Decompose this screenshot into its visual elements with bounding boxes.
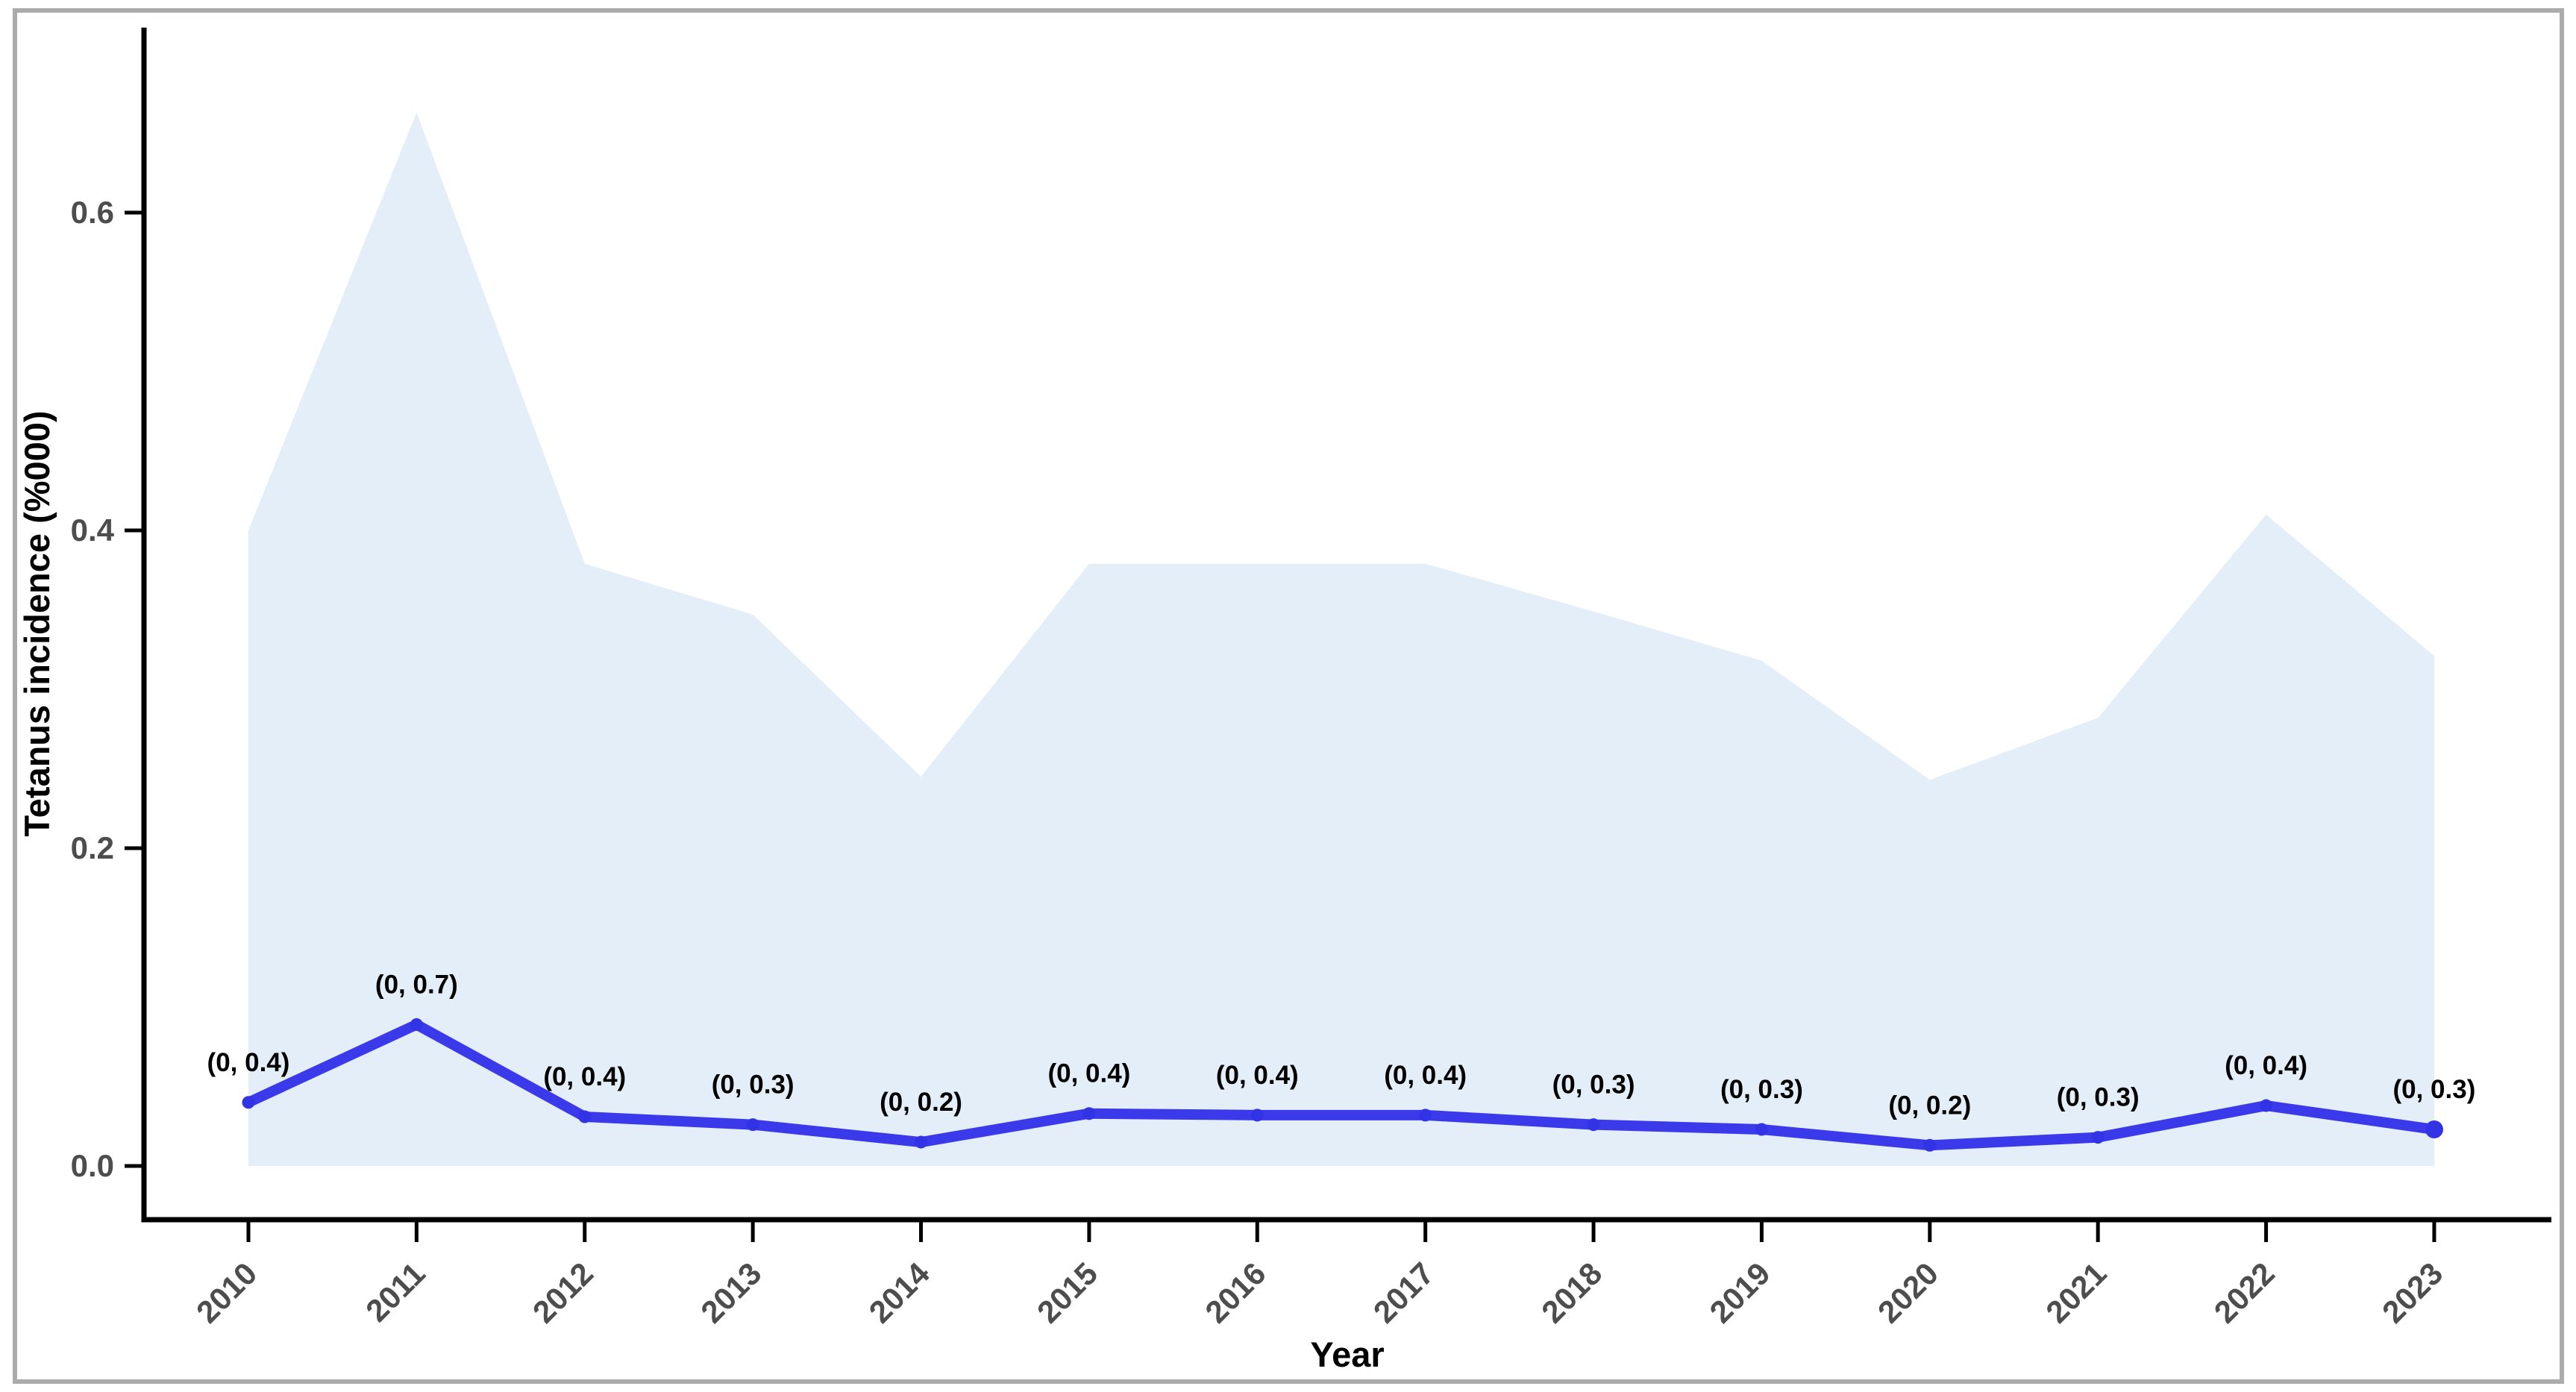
data-point-2015 [1082,1107,1096,1120]
data-point-2018 [1587,1118,1600,1132]
x-tick-label: 2010 [189,1255,263,1329]
point-label-2023: (0, 0.3) [2392,1075,2475,1104]
x-tick-label: 2022 [2207,1255,2281,1329]
point-label-2011: (0, 0.7) [375,970,458,999]
x-tick-label: 2014 [862,1255,937,1330]
incidence-line [243,1019,2439,1151]
point-label-2021: (0, 0.3) [2057,1083,2140,1112]
x-tick-label: 2017 [1367,1255,1441,1329]
x-tick-label: 2018 [1535,1255,1608,1329]
point-label-layer: (0, 0.4) (0, 0.7) (0, 0.4) (0, 0.3) (0, 0.2)… [207,970,2476,1120]
data-point-2014 [915,1135,928,1149]
data-point-2021 [2091,1131,2105,1144]
y-tick-label: 0.0 [71,1148,114,1183]
data-point-2013 [746,1118,759,1132]
x-tick-label: 2011 [359,1255,432,1329]
point-label-2013: (0, 0.3) [712,1070,795,1100]
point-label-2015: (0, 0.4) [1047,1059,1130,1088]
data-point-2017 [1419,1109,1432,1122]
chart-frame-border [13,8,2564,1384]
ci-band [248,112,2434,1166]
line-layer [242,1018,2443,1152]
data-point-2012 [578,1110,592,1123]
y-tick-label: 0.6 [71,195,114,230]
x-tick-label: 2020 [1871,1255,1945,1329]
point-label-2020: (0, 0.2) [1888,1091,1971,1120]
data-point-2020 [1923,1138,1937,1152]
data-point-2023 [2425,1120,2443,1139]
point-label-2019: (0, 0.3) [1720,1075,1803,1104]
point-label-2012: (0, 0.4) [543,1062,626,1091]
data-point-2010 [242,1096,255,1109]
x-tick-label: 2016 [1198,1255,1272,1329]
y-axis-title: Tetanus incidence (%000) [17,410,57,836]
data-point-2016 [1250,1109,1264,1122]
x-tick-label: 2023 [2375,1255,2449,1329]
x-axis-title: Year [1310,1335,1384,1374]
x-tick-label: 2013 [694,1255,768,1329]
x-tick-label: 2015 [1030,1255,1104,1329]
x-tick-label: 2012 [526,1255,600,1329]
ci-band-layer [248,112,2434,1166]
x-tick-label: 2021 [2039,1255,2113,1329]
data-point-2022 [2260,1099,2273,1112]
y-tick-label: 0.2 [71,830,114,865]
data-point-2011 [410,1018,423,1031]
point-label-2022: (0, 0.4) [2225,1051,2307,1080]
y-tick-label: 0.4 [71,512,115,548]
point-label-2010: (0, 0.4) [207,1048,290,1077]
point-label-2016: (0, 0.4) [1216,1061,1299,1090]
point-label-2018: (0, 0.3) [1552,1070,1635,1100]
point-label-2014: (0, 0.2) [880,1088,962,1117]
point-label-2017: (0, 0.4) [1384,1061,1467,1090]
x-tick-label: 2019 [1702,1255,1776,1329]
data-point-2019 [1755,1123,1768,1136]
